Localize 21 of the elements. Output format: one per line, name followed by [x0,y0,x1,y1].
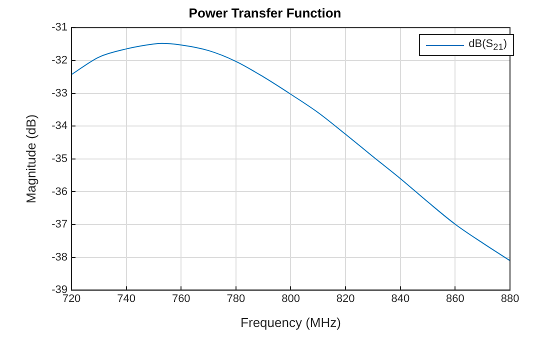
y-tick-label: -31 [52,22,68,34]
x-tick-label: 740 [117,292,136,305]
x-tick-label: 880 [500,292,520,305]
x-axis-title: Frequency (MHz) [240,314,341,330]
x-tick-label: 820 [336,292,355,305]
legend-label: dB(S$_{21}$) [468,38,507,52]
x-tick-label: 840 [391,292,410,305]
y-tick-label: -32 [52,54,68,66]
x-tick-label: 780 [226,292,246,305]
x-tick-label: 760 [172,292,190,305]
x-tick-label: 860 [446,292,464,305]
x-tick-label: 720 [62,292,81,305]
y-tick-label: -35 [52,152,68,165]
x-tick-label: 800 [282,292,300,305]
y-tick-label: -33 [52,87,68,100]
y-tick-label: -37 [52,218,68,231]
y-axis-title: Magnitude (dB) [23,114,38,204]
y-tick-label: -38 [52,251,68,264]
chart-title: Power Transfer Function [188,5,342,20]
y-tick-label: -34 [52,120,68,132]
y-tick-label: -36 [52,186,68,198]
